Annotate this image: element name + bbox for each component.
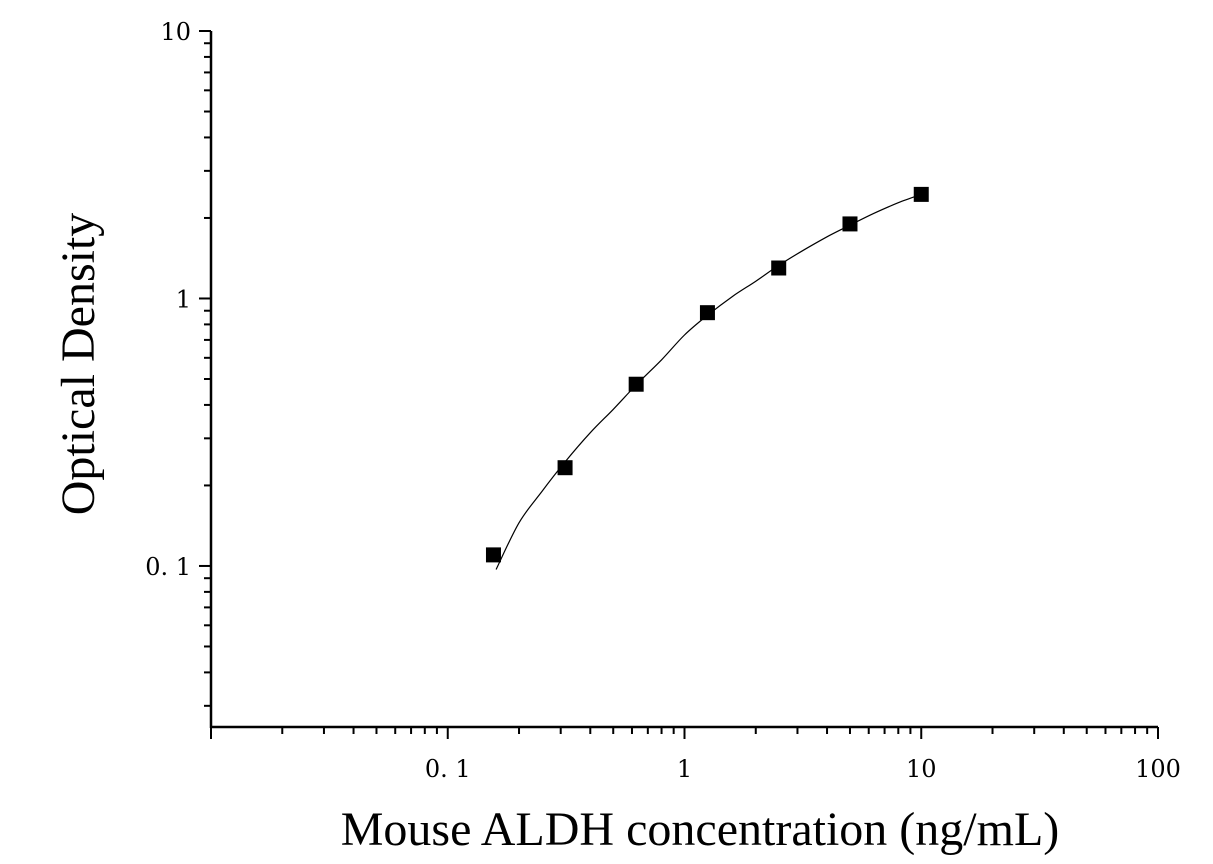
data-point [699,305,715,321]
data-point [485,547,501,563]
y-axis-ticks: 0. 1 1 10 [145,18,211,707]
data-point [771,260,787,276]
data-point [842,216,858,232]
axes [209,31,1158,729]
y-axis-title: Optical Density [52,213,105,516]
x-tick-label: 1 [677,755,692,783]
x-tick-label: 10 [906,755,937,783]
x-axis-ticks: 0. 1 1 10 100 [210,727,1181,783]
x-tick-label: 100 [1135,755,1181,783]
fit-curve [495,193,922,570]
x-tick-label: 0. 1 [425,755,471,783]
y-tick-label: 1 [176,285,191,313]
x-axis-title: Mouse ALDH concentration (ng/mL) [341,803,1060,856]
data-point [557,460,573,476]
data-points [485,186,929,563]
data-point [628,376,644,392]
data-point [913,186,929,202]
y-tick-label: 10 [160,18,191,46]
y-tick-label: 0. 1 [145,553,191,581]
